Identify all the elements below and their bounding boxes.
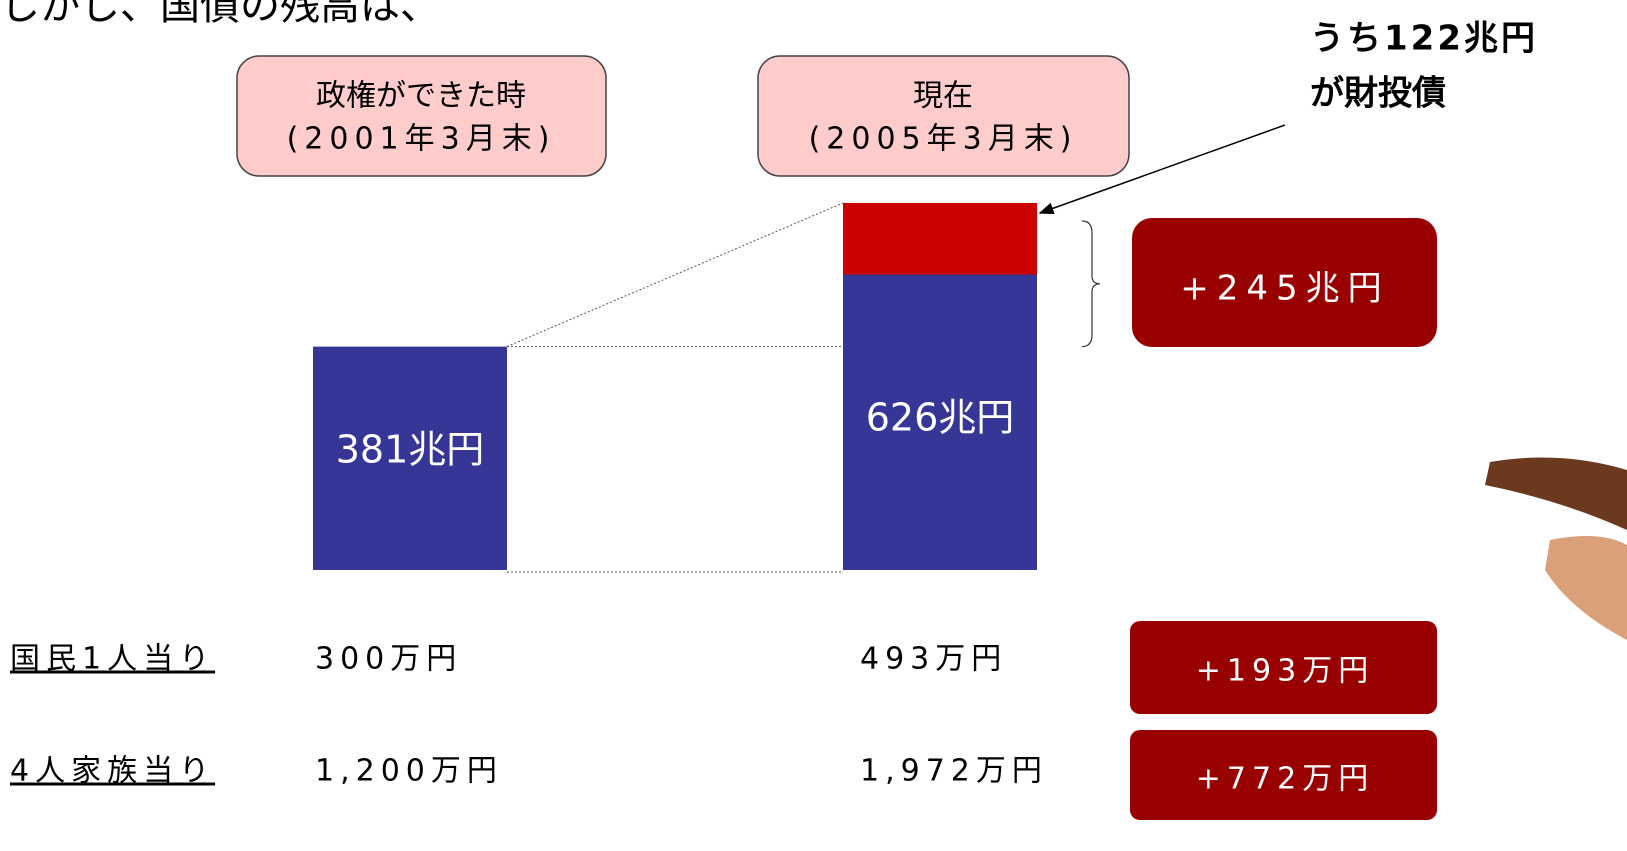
cartoon-hat: [1485, 458, 1627, 531]
page: しかし、国債の残高は、 政権ができた時 (2001年3月末) 現在 (2005年…: [0, 0, 1627, 851]
row-value: 493万円: [860, 642, 1007, 677]
row-value: 1,972万円: [860, 754, 1048, 789]
category-box: [758, 56, 1129, 176]
category-box: [237, 56, 606, 176]
row-value: 1,200万円: [315, 754, 503, 789]
brace: [1082, 221, 1100, 347]
annotation: うち122兆円: [1310, 19, 1538, 59]
category-label: 政権ができた時: [316, 79, 526, 114]
row-label: 4人家族当り: [10, 754, 215, 789]
value-label: 381兆円: [336, 428, 485, 472]
value-label: 626兆円: [866, 396, 1015, 440]
category-label: 現在: [913, 79, 973, 114]
annotation: が財投債: [1310, 74, 1446, 114]
row-value: 300万円: [315, 642, 462, 677]
increase-label: +245兆円: [1180, 269, 1389, 309]
cartoon-face: [1545, 536, 1627, 640]
slide-title: しかし、国債の残高は、: [0, 0, 440, 29]
category-period: (2001年3月末): [287, 122, 556, 157]
bar-portion: [843, 203, 1037, 275]
category-period: (2005年3月末): [809, 122, 1078, 157]
slide: しかし、国債の残高は、 政権ができた時 (2001年3月末) 現在 (2005年…: [0, 0, 1627, 851]
diff-label: +772万円: [1196, 762, 1374, 797]
row-label: 国民1人当り: [10, 642, 215, 677]
guide-line: [507, 203, 843, 347]
diff-label: +193万円: [1196, 654, 1374, 689]
